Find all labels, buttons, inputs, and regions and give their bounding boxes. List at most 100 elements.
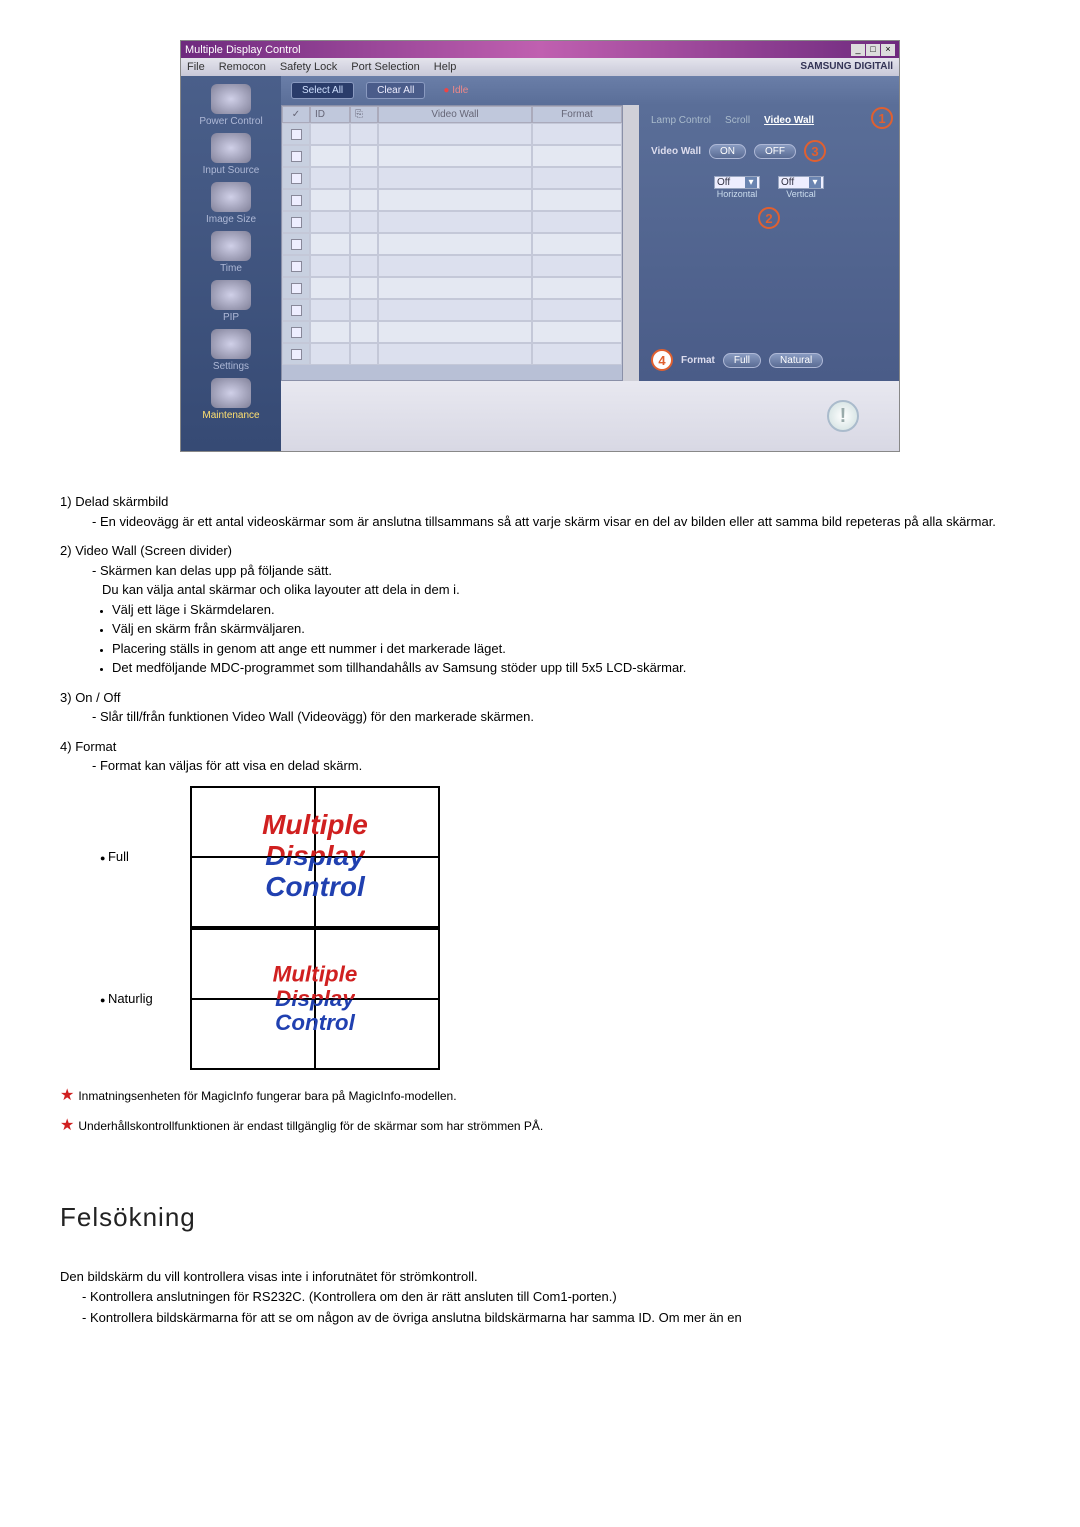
menu-remocon[interactable]: Remocon	[219, 61, 266, 73]
table-row[interactable]	[282, 343, 622, 365]
table-row[interactable]	[282, 189, 622, 211]
item-2-num: 2)	[60, 543, 72, 558]
chevron-down-icon: ▾	[809, 177, 821, 188]
grid-header: ✓ ID ⎘ Video Wall Format	[282, 106, 622, 123]
off-button[interactable]: OFF	[754, 144, 796, 159]
table-row[interactable]	[282, 167, 622, 189]
mdc-screenshot: Multiple Display Control _□× File Remoco…	[180, 40, 900, 452]
menu-help[interactable]: Help	[434, 61, 457, 73]
item-4-num: 4)	[60, 739, 72, 754]
checkbox[interactable]	[291, 349, 302, 360]
sidebar-item-pip[interactable]: PIP	[186, 280, 276, 323]
item-4-dash: Format kan väljas för att visa en delad …	[92, 756, 1020, 776]
checkbox[interactable]	[291, 283, 302, 294]
clear-all-button[interactable]: Clear All	[366, 82, 425, 99]
natural-button[interactable]: Natural	[769, 353, 823, 368]
checkbox[interactable]	[291, 151, 302, 162]
input-icon	[211, 133, 251, 163]
bullet: Placering ställs in genom att ange ett n…	[112, 639, 1020, 659]
sidebar-item-imagesize[interactable]: Image Size	[186, 182, 276, 225]
ts-item-1: Den bildskärm du vill kontrollera visas …	[60, 1269, 478, 1284]
scrollbar[interactable]	[623, 105, 639, 381]
checkbox[interactable]	[291, 195, 302, 206]
checkbox[interactable]	[291, 239, 302, 250]
tab-scroll[interactable]: Scroll	[725, 115, 750, 126]
item-4-title: Format	[75, 739, 116, 754]
notes: ★Inmatningsenheten för MagicInfo fungera…	[60, 1084, 1020, 1138]
col-status: ⎘	[350, 106, 378, 123]
item-1-dash: En videovägg är ett antal videoskärmar s…	[92, 512, 1020, 532]
close-icon[interactable]: ×	[881, 44, 895, 56]
bullet: Det medföljande MDC-programmet som tillh…	[112, 658, 1020, 678]
menu-portselection[interactable]: Port Selection	[351, 61, 419, 73]
brand-label: SAMSUNG DIGITAll	[800, 61, 893, 73]
videowall-label: Video Wall	[651, 146, 701, 157]
format-full-image: Multiple Display Control	[190, 786, 440, 928]
power-icon	[211, 84, 251, 114]
sidebar-item-time[interactable]: Time	[186, 231, 276, 274]
control-panel: Lamp Control Scroll Video Wall 1 Video W…	[639, 105, 899, 381]
table-row[interactable]	[282, 299, 622, 321]
checkbox[interactable]	[291, 261, 302, 272]
format-natural-row: Naturlig Multiple Display Control	[100, 928, 1020, 1070]
table-row[interactable]	[282, 321, 622, 343]
menu-safetylock[interactable]: Safety Lock	[280, 61, 337, 73]
format-natural-image: Multiple Display Control	[190, 928, 440, 1070]
checkbox[interactable]	[291, 217, 302, 228]
col-check[interactable]: ✓	[282, 106, 310, 123]
horizontal-label: Horizontal	[714, 189, 760, 199]
horizontal-select[interactable]: Off▾	[714, 176, 760, 189]
col-id: ID	[310, 106, 350, 123]
callout-4: 4	[651, 349, 673, 371]
item-1-num: 1)	[60, 494, 72, 509]
table-row[interactable]	[282, 233, 622, 255]
checkbox[interactable]	[291, 327, 302, 338]
window-controls[interactable]: _□×	[850, 43, 895, 56]
vertical-label: Vertical	[778, 189, 824, 199]
item-3-title: On / Off	[75, 690, 120, 705]
sidebar-item-input[interactable]: Input Source	[186, 133, 276, 176]
troubleshoot-list: Den bildskärm du vill kontrollera visas …	[60, 1267, 1020, 1329]
checkbox[interactable]	[291, 305, 302, 316]
sidebar-item-maintenance[interactable]: Maintenance	[186, 378, 276, 421]
callout-3: 3	[804, 140, 826, 162]
settings-icon	[211, 329, 251, 359]
full-button[interactable]: Full	[723, 353, 761, 368]
table-row[interactable]	[282, 123, 622, 145]
col-format: Format	[532, 106, 622, 123]
menu-file[interactable]: File	[187, 61, 205, 73]
titlebar: Multiple Display Control _□×	[181, 41, 899, 58]
maximize-icon[interactable]: □	[866, 44, 880, 56]
grid-body	[282, 123, 622, 365]
idle-indicator: Idle	[443, 85, 468, 96]
col-videowall: Video Wall	[378, 106, 532, 123]
window-title: Multiple Display Control	[185, 44, 301, 56]
minimize-icon[interactable]: _	[851, 44, 865, 56]
imagesize-icon	[211, 182, 251, 212]
status-bar: !	[281, 381, 899, 451]
bullet: Välj ett läge i Skärmdelaren.	[112, 600, 1020, 620]
ts-sub-2: - Kontrollera bildskärmarna för att se o…	[82, 1308, 1020, 1329]
callout-1: 1	[871, 107, 893, 129]
item-3-num: 3)	[60, 690, 72, 705]
doc-body: 1) Delad skärmbild En videovägg är ett a…	[60, 492, 1020, 1329]
table-row[interactable]	[282, 255, 622, 277]
tab-videowall[interactable]: Video Wall	[764, 115, 814, 126]
item-2-line2: Du kan välja antal skärmar och olika lay…	[102, 580, 1020, 600]
table-row[interactable]	[282, 277, 622, 299]
checkbox[interactable]	[291, 129, 302, 140]
sidebar-item-power[interactable]: Power Control	[186, 84, 276, 127]
tab-lamp[interactable]: Lamp Control	[651, 115, 711, 126]
vertical-select[interactable]: Off▾	[778, 176, 824, 189]
item-2-bullets: Välj ett läge i Skärmdelaren. Välj en sk…	[112, 600, 1020, 678]
sidebar-item-settings[interactable]: Settings	[186, 329, 276, 372]
table-row[interactable]	[282, 211, 622, 233]
select-all-button[interactable]: Select All	[291, 82, 354, 99]
table-row[interactable]	[282, 145, 622, 167]
item-2-dash: Skärmen kan delas upp på följande sätt.	[92, 561, 1020, 581]
on-button[interactable]: ON	[709, 144, 746, 159]
checkbox[interactable]	[291, 173, 302, 184]
pip-icon	[211, 280, 251, 310]
item-2-title: Video Wall (Screen divider)	[75, 543, 232, 558]
note-2: Underhållskontrollfunktionen är endast t…	[78, 1119, 543, 1133]
